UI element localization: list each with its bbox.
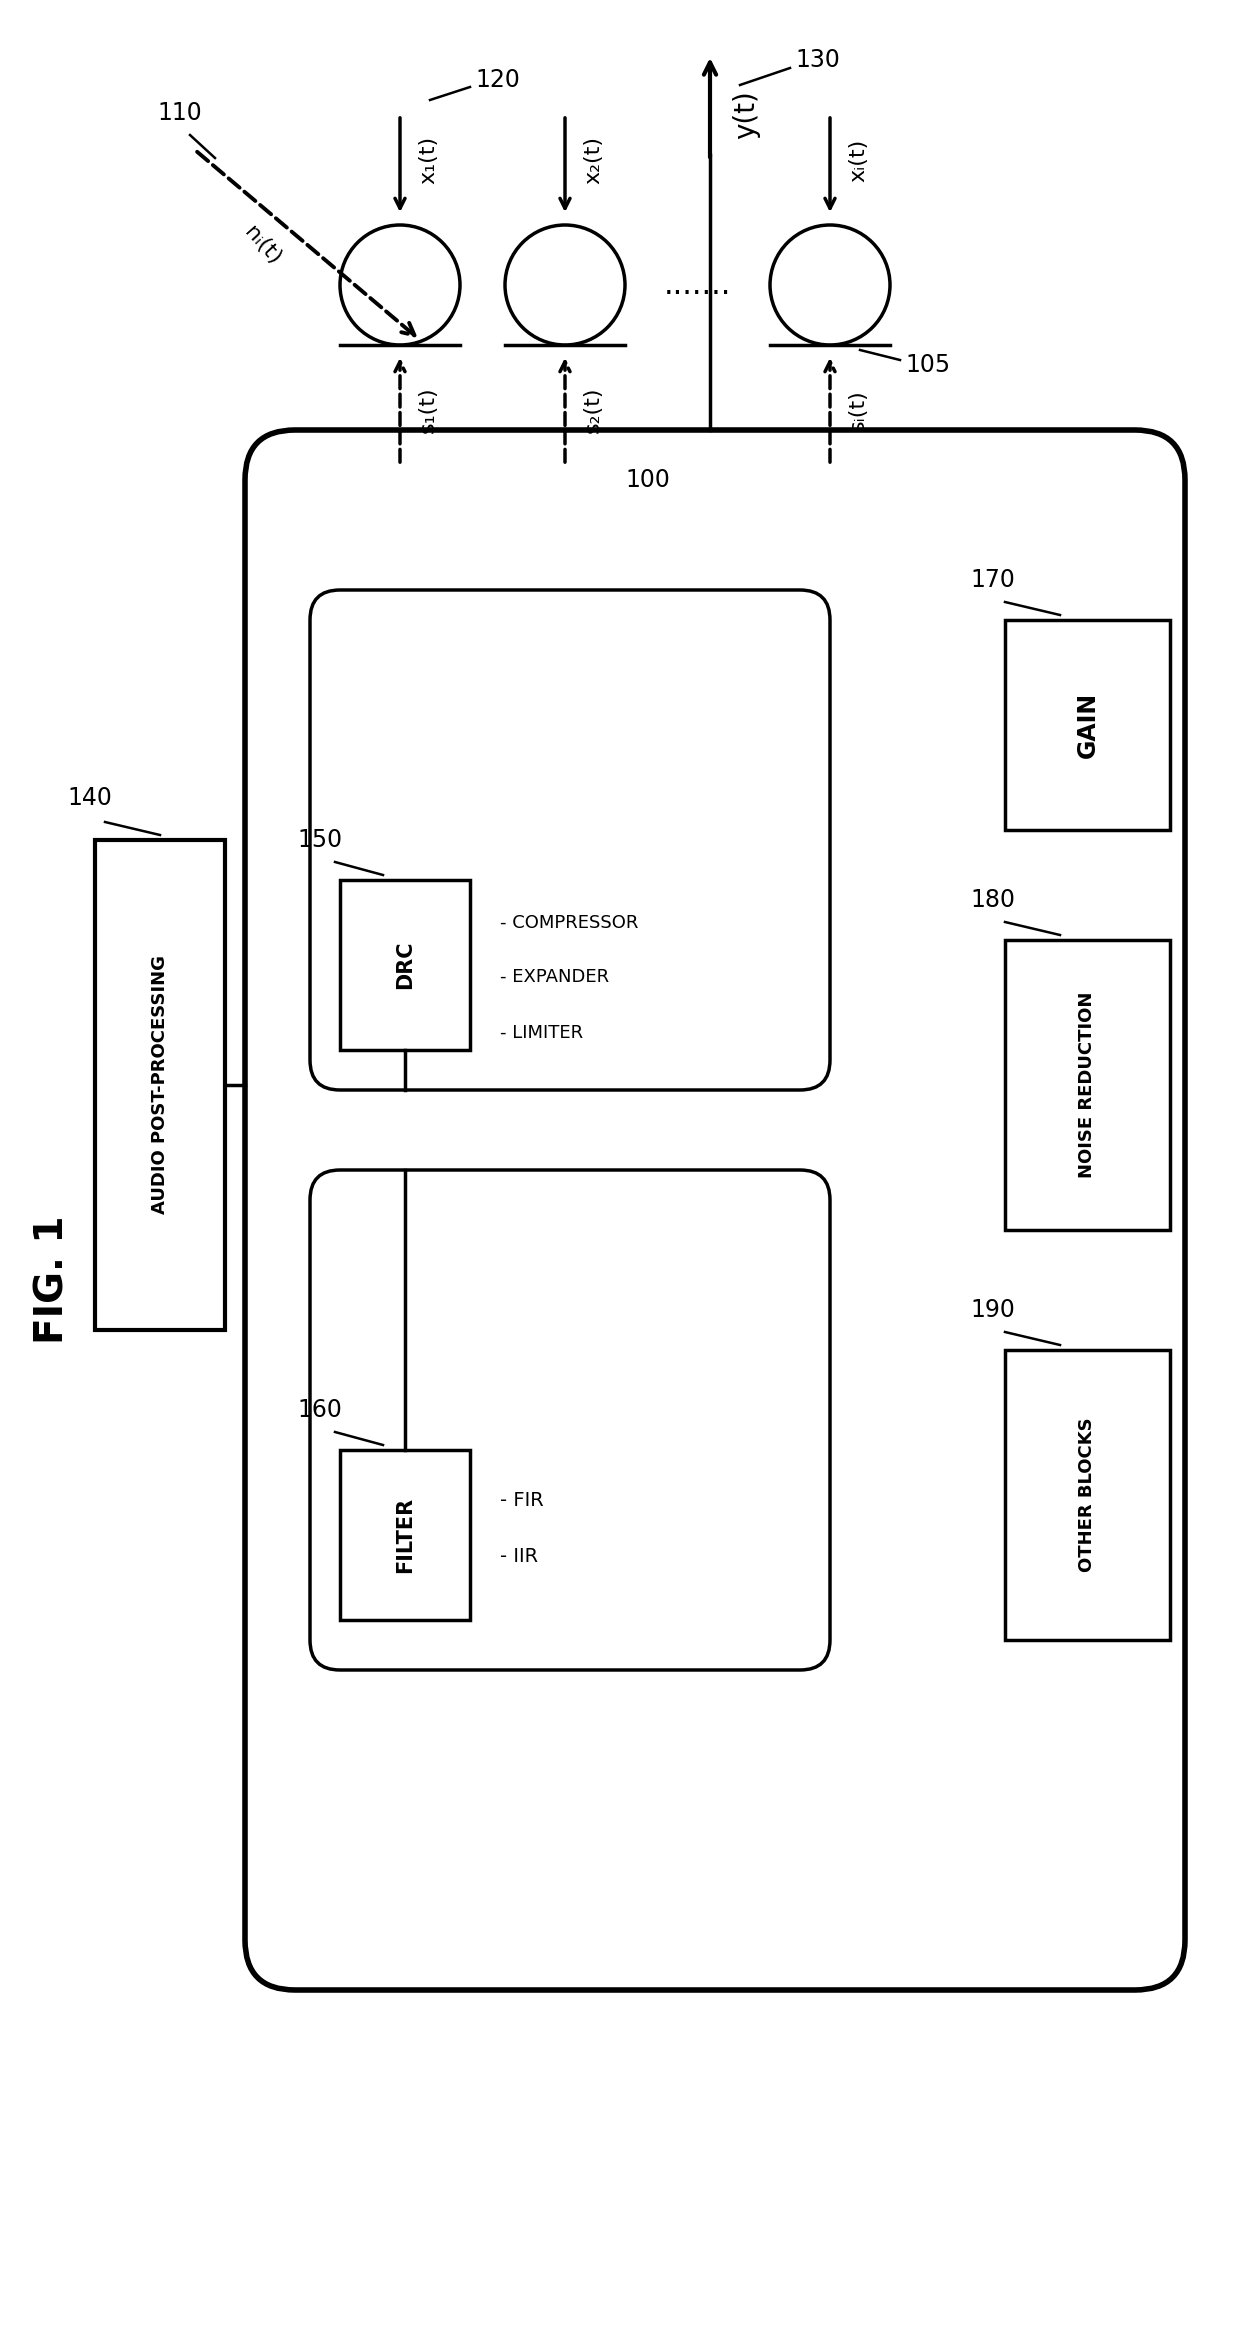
Bar xyxy=(95,840,224,1330)
Text: s₂(t): s₂(t) xyxy=(583,386,603,433)
Text: FIG. 1: FIG. 1 xyxy=(33,1216,71,1344)
Text: 160: 160 xyxy=(298,1398,342,1421)
FancyBboxPatch shape xyxy=(310,591,830,1091)
Text: 110: 110 xyxy=(157,100,202,126)
Bar xyxy=(340,879,470,1049)
Text: 120: 120 xyxy=(475,67,520,93)
Text: DRC: DRC xyxy=(396,940,415,989)
FancyBboxPatch shape xyxy=(246,430,1185,1991)
Text: - LIMITER: - LIMITER xyxy=(500,1023,583,1042)
Text: GAIN: GAIN xyxy=(1075,691,1100,758)
Text: OTHER BLOCKS: OTHER BLOCKS xyxy=(1079,1417,1096,1572)
Text: 105: 105 xyxy=(905,354,950,377)
Text: 170: 170 xyxy=(971,568,1016,593)
Text: 100: 100 xyxy=(625,468,670,493)
Bar xyxy=(1004,1349,1171,1640)
Text: - COMPRESSOR: - COMPRESSOR xyxy=(500,914,639,930)
Text: x₁(t): x₁(t) xyxy=(418,135,438,184)
Text: - IIR: - IIR xyxy=(500,1547,538,1565)
Text: NOISE REDUCTION: NOISE REDUCTION xyxy=(1079,991,1096,1179)
Text: xᵢ(t): xᵢ(t) xyxy=(848,137,868,181)
Text: 190: 190 xyxy=(971,1298,1016,1321)
Bar xyxy=(1004,940,1171,1230)
Text: FILTER: FILTER xyxy=(396,1498,415,1572)
Text: s₁(t): s₁(t) xyxy=(418,386,438,433)
FancyBboxPatch shape xyxy=(310,1170,830,1670)
Text: 180: 180 xyxy=(971,889,1016,912)
Bar xyxy=(1004,621,1171,830)
Text: 130: 130 xyxy=(795,49,839,72)
Text: 140: 140 xyxy=(67,786,113,809)
Text: nᵢ(t): nᵢ(t) xyxy=(241,221,285,267)
Text: - FIR: - FIR xyxy=(500,1491,544,1510)
Text: y(t): y(t) xyxy=(732,91,760,140)
Text: sᵢ(t): sᵢ(t) xyxy=(848,388,868,430)
Text: x₂(t): x₂(t) xyxy=(583,135,603,184)
Text: - EXPANDER: - EXPANDER xyxy=(500,968,609,986)
Text: .......: ....... xyxy=(663,270,732,300)
Text: 150: 150 xyxy=(298,828,342,851)
Bar xyxy=(340,1449,470,1619)
Text: AUDIO POST-PROCESSING: AUDIO POST-PROCESSING xyxy=(151,956,169,1214)
